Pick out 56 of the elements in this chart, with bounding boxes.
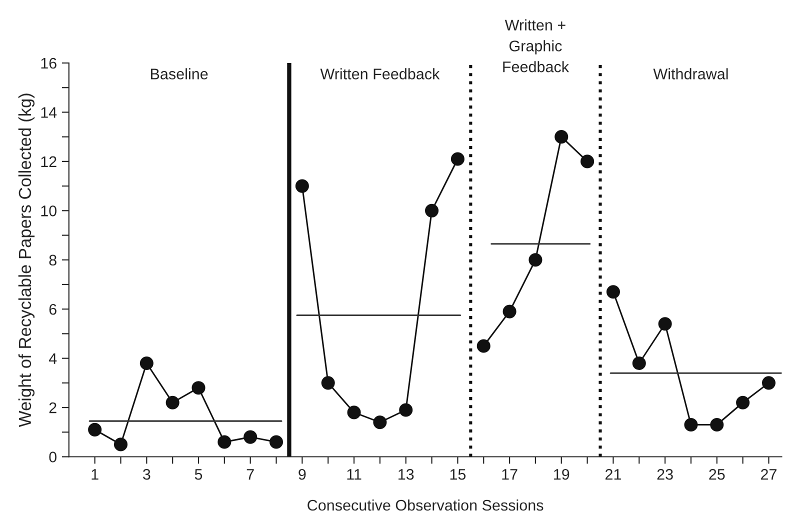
x-tick-label: 15 [450,469,466,480]
annotation: Baseline [151,68,208,80]
point [528,253,542,267]
point [218,435,232,449]
point [762,376,776,390]
x-tick-label: 11 [347,469,362,480]
point [502,304,516,318]
y-tick-label: 14 [41,107,57,118]
x-tick-label: 23 [657,468,673,480]
x-tick-label: 5 [194,469,202,480]
point [632,356,646,370]
point [166,396,180,410]
point [373,416,387,430]
point [269,435,284,449]
point [476,339,490,353]
x-tick-label: 1 [92,469,98,480]
x-axis-title: Consecutive Observation Sessions [308,499,544,511]
x-tick-label: 27 [761,468,776,480]
y-tick-label: 6 [49,304,56,315]
point [710,418,724,432]
point [140,356,154,370]
y-tick-label: 4 [48,353,57,364]
x-tick-label: 19 [554,468,570,480]
point [244,430,258,444]
y-tick-label: 10 [41,206,57,216]
point [192,381,206,395]
y-tick-label: 8 [49,254,56,266]
y-axis-title: Weight of Recyclable Papers Collected (kg) [18,94,35,428]
point [450,152,464,166]
y-tick-label: 12 [41,156,56,167]
point [684,418,698,432]
y-tick-label: 0 [49,452,56,462]
y-tick-label: 2 [49,402,56,414]
point [321,376,335,390]
point [580,154,594,168]
point [399,403,413,417]
point [347,406,361,420]
point [606,285,620,299]
annotation: Written Feedback [320,68,440,80]
x-tick-label: 13 [398,468,414,480]
point [295,179,309,193]
x-tick-label: 7 [246,469,254,480]
x-tick-label: 21 [605,468,621,480]
point [554,130,568,144]
point [114,438,128,452]
point [88,422,102,436]
point [425,204,439,218]
x-tick-label: 9 [298,468,306,480]
point [658,317,672,331]
x-tick-label: 17 [502,469,518,480]
x-tick-label: 25 [709,468,725,480]
point [736,396,750,410]
annotation: Withdrawal [653,68,728,80]
x-tick-label: 3 [143,468,150,480]
annotation: Written + Graphic Feedback [503,19,570,72]
y-tick-label: 16 [41,58,56,69]
